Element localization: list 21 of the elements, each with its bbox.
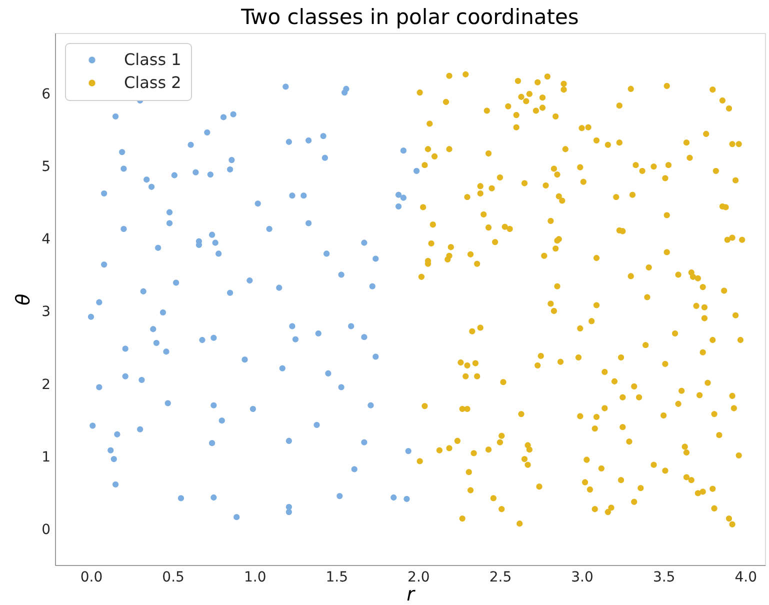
y-tick-label: 0 [42, 522, 50, 538]
y-axis-title: θ [12, 293, 35, 306]
legend-label: Class 2 [124, 73, 182, 92]
x-tick-label: 0.0 [80, 570, 103, 586]
x-tick-label: 2.0 [408, 570, 430, 586]
x-tick-label: 0.5 [162, 570, 184, 586]
chart-title: Two classes in polar coordinates [240, 5, 579, 29]
y-tick-label: 6 [42, 86, 51, 102]
y-tick-label: 1 [42, 449, 50, 466]
legend-label: Class 1 [124, 50, 182, 69]
y-tick-label: 3 [42, 304, 50, 320]
y-tick-label: 5 [42, 159, 50, 176]
x-axis-title: r [406, 584, 416, 605]
y-tick-label: 2 [42, 376, 50, 393]
x-tick-label: 3.0 [571, 570, 594, 586]
x-tick-label: 1.0 [244, 570, 266, 586]
x-tick-label: 1.5 [326, 570, 348, 586]
y-tick-label: 4 [42, 232, 51, 248]
x-tick-label: 2.5 [489, 570, 512, 586]
x-tick-label: 3.5 [652, 570, 676, 586]
x-tick-label: 4.0 [734, 570, 757, 586]
